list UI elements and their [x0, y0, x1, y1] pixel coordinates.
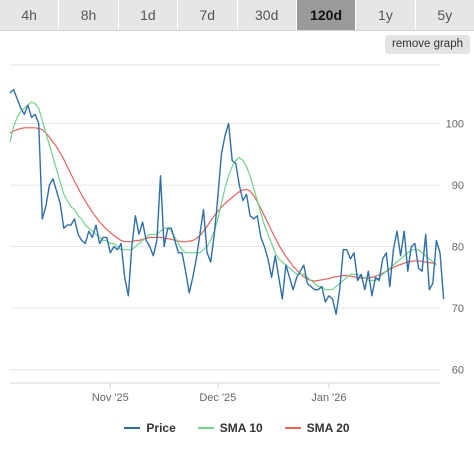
x-tick-label: Jan '26	[311, 392, 346, 404]
tab-1d[interactable]: 1d	[119, 0, 179, 30]
legend-swatch-sma-20	[284, 427, 301, 429]
legend-label-sma-10: SMA 10	[219, 421, 263, 435]
series-line-sma-10	[9, 101, 437, 291]
chart-legend: Price SMA 10 SMA 20	[0, 418, 474, 438]
tab-5y[interactable]: 5y	[437, 7, 453, 23]
price-chart: 60 70 80 90 100 Nov '25 Dec '25 Jan '26	[9, 64, 464, 404]
y-tick-label: 90	[452, 180, 464, 192]
tab-8h[interactable]: 8h	[59, 0, 119, 30]
tab-1y[interactable]: 1y	[356, 0, 416, 30]
legend-label-sma-20: SMA 20	[306, 421, 350, 435]
y-tick-label: 60	[452, 365, 464, 377]
legend-item-sma-20[interactable]: SMA 20	[284, 418, 350, 438]
series-line-sma-20	[9, 127, 437, 282]
legend-item-price[interactable]: Price	[124, 418, 176, 438]
legend-item-sma-10[interactable]: SMA 10	[197, 418, 263, 438]
legend-swatch-price	[124, 427, 141, 429]
tab-4h[interactable]: 4h	[0, 0, 60, 30]
y-tick-label: 70	[452, 303, 464, 315]
tab-7d[interactable]: 7d	[178, 0, 238, 30]
x-tick-label: Dec '25	[199, 392, 236, 404]
y-tick-label: 80	[452, 242, 464, 254]
legend-swatch-sma-10	[197, 427, 214, 429]
y-tick-label: 100	[446, 119, 464, 131]
tab-30d[interactable]: 30d	[238, 0, 297, 30]
timeframe-tabs: 4h 8h 1d 7d 30d 120d 1y 5y	[0, 0, 474, 31]
series-line-price	[9, 88, 445, 315]
legend-label-price: Price	[146, 421, 176, 435]
tab-120d[interactable]: 120d	[296, 0, 357, 30]
remove-graph-button[interactable]: remove graph	[385, 35, 470, 54]
x-tick-label: Nov '25	[92, 392, 129, 404]
